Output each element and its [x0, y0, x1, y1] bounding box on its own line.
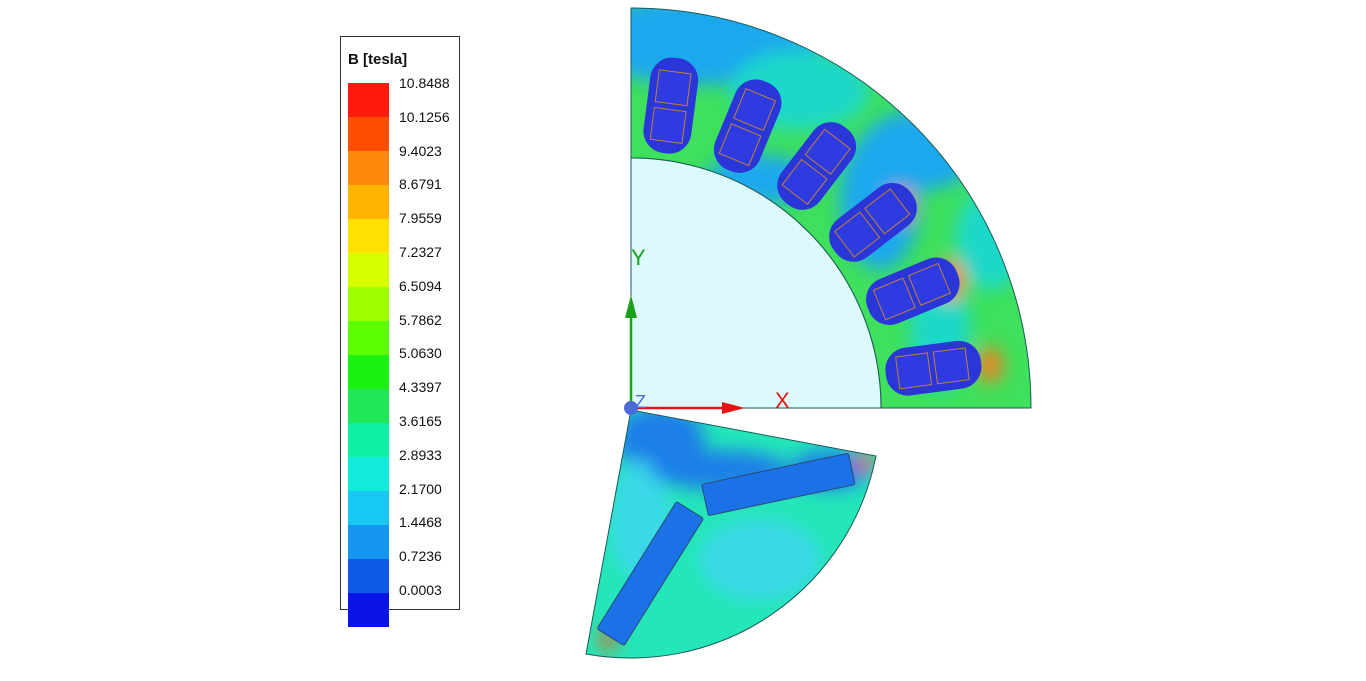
- legend-swatch: [348, 321, 389, 355]
- legend-swatch: [348, 559, 389, 593]
- legend-title: B [tesla]: [348, 51, 408, 68]
- legend-swatch: [348, 457, 389, 491]
- x-axis-label: X: [775, 388, 790, 413]
- legend-swatch: [348, 491, 389, 525]
- slot-conductor: [654, 69, 692, 107]
- legend-color-scale: [348, 83, 389, 627]
- legend-tick-label: 0.7236: [399, 548, 442, 565]
- slot-conductor: [781, 158, 828, 206]
- legend-swatch: [348, 185, 389, 219]
- y-axis-label: Y: [631, 245, 646, 270]
- slot-conductor: [932, 347, 970, 385]
- slot-conductor: [833, 211, 881, 258]
- legend-swatch: [348, 423, 389, 457]
- legend-tick-label: 9.4023: [399, 142, 442, 159]
- legend-swatch: [348, 151, 389, 185]
- slot-conductor: [864, 188, 911, 235]
- legend-tick-label: 1.4468: [399, 514, 442, 531]
- legend-tick-label: 6.5094: [399, 277, 442, 294]
- slot-conductor: [649, 106, 687, 144]
- slot-conductor: [733, 88, 777, 132]
- slot-conductor: [895, 352, 933, 390]
- legend-tick-label: 5.7862: [399, 311, 442, 328]
- slot-conductor: [804, 128, 851, 175]
- legend-tick-label: 0.0003: [399, 582, 442, 598]
- legend-tick-label: 10.1256: [399, 108, 450, 125]
- slot-conductor: [872, 277, 916, 321]
- stator-slots: [643, 57, 982, 396]
- legend-tick-label: 3.6165: [399, 413, 442, 429]
- air-gap-bore: [630, 157, 882, 409]
- stator-slot: [777, 122, 857, 210]
- legend-swatch: [348, 525, 389, 559]
- z-axis-label: Z: [635, 392, 646, 412]
- stator-slot: [829, 182, 917, 262]
- legend-swatch: [348, 389, 389, 423]
- legend-swatch: [348, 83, 389, 117]
- legend-swatch: [348, 355, 389, 389]
- rotor-sector: [585, 409, 877, 659]
- legend-swatch: [348, 253, 389, 287]
- legend-tick-label: 7.9559: [399, 210, 442, 227]
- legend-tick-label: 4.3397: [399, 379, 442, 396]
- legend-tick-label: 7.2327: [399, 244, 442, 260]
- legend-swatch: [348, 117, 389, 151]
- slot-conductor: [907, 262, 951, 306]
- legend-swatch: [348, 287, 389, 321]
- legend-tick-label: 2.1700: [399, 480, 442, 497]
- stator-slot: [713, 79, 782, 173]
- legend-tick-label: 5.0630: [399, 345, 442, 362]
- coordinate-axes: Y X Z: [624, 245, 790, 415]
- rotor-magnet: [597, 501, 704, 646]
- stator-slot: [643, 57, 699, 154]
- stator-slot: [866, 257, 960, 326]
- legend-swatch: [348, 593, 389, 627]
- legend-tick-label: 8.6791: [399, 176, 442, 193]
- stator-slot: [885, 340, 982, 396]
- colorbar-legend: B [tesla] 10.8488 10.1256 9.4023 8.6791 7.95…: [340, 36, 460, 627]
- rotor-magnet: [701, 453, 856, 516]
- legend-tick-label: 2.8933: [399, 446, 442, 463]
- legend-tick-label: 10.8488: [399, 75, 450, 91]
- legend-swatch: [348, 219, 389, 253]
- slot-conductor: [718, 123, 762, 167]
